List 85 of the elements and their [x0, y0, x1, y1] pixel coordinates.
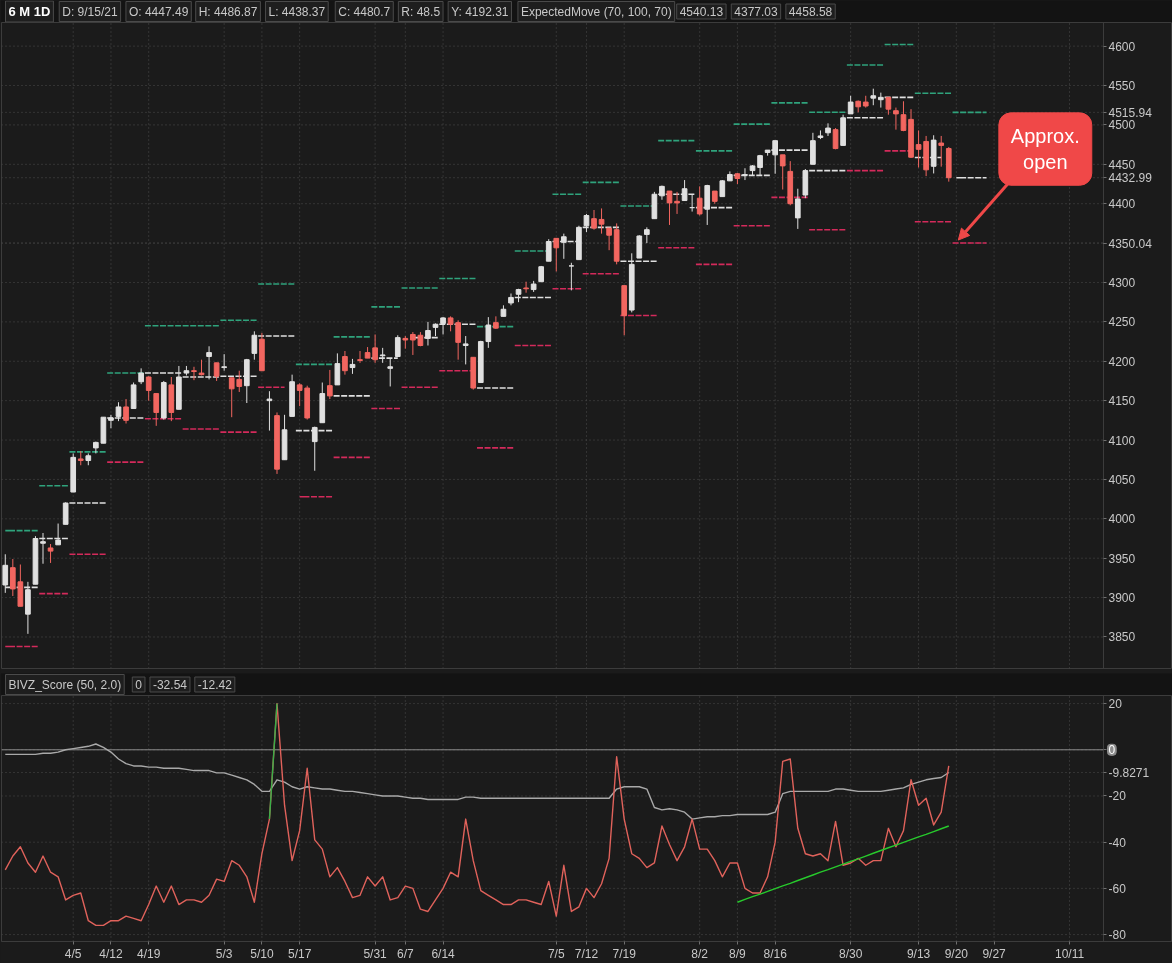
x-tick-label: 6/7 [396, 946, 414, 961]
candlestick [493, 315, 499, 330]
candlestick [606, 227, 612, 251]
y-tick-label: 4250 [1108, 315, 1136, 330]
y-tick-label: 4515.94 [1108, 105, 1153, 120]
y-tick-label: 4400 [1108, 197, 1136, 212]
y-tick-label: 4500 [1108, 118, 1136, 133]
y-tick-label: 4450 [1108, 157, 1136, 172]
y-tick-label: -60 [1108, 881, 1127, 896]
candlestick [206, 345, 212, 380]
x-tick-label: 5/31 [363, 946, 388, 961]
y-tick-label: 20 [1108, 697, 1123, 712]
y-tick-label: 4432.99 [1108, 171, 1153, 186]
x-tick-label: 7/12 [574, 946, 599, 961]
chart-title: BIVZ_Score (50, 2.0) [8, 677, 122, 692]
candlestick [583, 213, 590, 233]
x-tick-label: 4/5 [64, 946, 82, 961]
candlestick [591, 209, 597, 231]
x-tick-label: 8/30 [838, 946, 863, 961]
y-tick-label: -80 [1108, 928, 1127, 943]
candlestick [115, 401, 122, 422]
text: -12.42 [197, 678, 233, 692]
y-tick-label: 4300 [1108, 275, 1136, 290]
y-tick-label: 3900 [1108, 591, 1136, 606]
candlestick [251, 330, 258, 361]
y-tick-label: 4100 [1108, 433, 1136, 448]
y-tick-label: 4150 [1108, 394, 1136, 409]
y-tick-label: 4600 [1108, 39, 1136, 54]
y-tick-label: 4200 [1108, 354, 1136, 369]
candlestick [636, 234, 643, 259]
candlestick [666, 190, 673, 226]
x-tick-label: 5/10 [250, 946, 274, 961]
y-tick-label: -9.8271 [1108, 765, 1150, 780]
candlestick [342, 350, 348, 376]
line-series [4, 702, 950, 927]
ref-line-label: 0 [1108, 743, 1116, 758]
candlestick [681, 179, 688, 202]
x-tick-label: 8/2 [691, 946, 709, 961]
candlestick [266, 390, 273, 432]
candlestick [387, 357, 394, 387]
candlestick [334, 352, 341, 386]
line-series [736, 825, 950, 903]
y-tick-label: 4000 [1108, 512, 1136, 527]
candlestick [357, 350, 363, 364]
x-tick-label: 7/19 [612, 946, 637, 961]
candlestick [327, 369, 333, 400]
x-tick-label: 4/19 [137, 946, 161, 961]
y-tick-label: -20 [1108, 789, 1127, 804]
text: -32.54 [152, 678, 188, 692]
candlestick [440, 316, 446, 335]
y-tick-label: -40 [1108, 835, 1127, 850]
x-tick-label: 10/11 [1054, 946, 1085, 961]
candlestick [47, 543, 54, 564]
candlestick [696, 185, 703, 217]
candlestick [794, 188, 801, 230]
candlestick [191, 366, 197, 381]
x-tick-label: 9/20 [944, 946, 969, 961]
candlestick [55, 523, 61, 546]
x-tick-label: 9/27 [982, 946, 1007, 961]
candlestick [674, 191, 680, 215]
y-tick-label: 4550 [1108, 79, 1136, 94]
candlestick [462, 335, 469, 365]
x-tick-label: 9/13 [906, 946, 931, 961]
y-tick-label: 4350.04 [1108, 236, 1153, 251]
x-tick-label: 7/5 [547, 946, 565, 961]
candlestick [425, 321, 431, 346]
x-tick-label: 6/14 [431, 946, 456, 961]
x-tick-label: 5/17 [287, 946, 312, 961]
line-series [4, 743, 950, 820]
candlestick [394, 334, 401, 358]
y-tick-label: 4050 [1108, 472, 1136, 487]
candlestick [62, 501, 69, 525]
text: 0 [135, 678, 143, 692]
y-tick-label: 3850 [1108, 630, 1136, 645]
candlestick [553, 237, 560, 272]
x-tick-label: 8/9 [729, 946, 747, 961]
candlestick [130, 382, 137, 410]
candlestick [40, 532, 46, 565]
candlestick [523, 281, 529, 294]
x-tick-label: 5/3 [215, 946, 233, 961]
x-tick-label: 4/12 [99, 946, 123, 961]
candlestick [598, 207, 605, 235]
y-tick-label: 3950 [1108, 551, 1136, 566]
x-tick-label: 8/16 [763, 946, 788, 961]
candlestick [123, 398, 129, 424]
